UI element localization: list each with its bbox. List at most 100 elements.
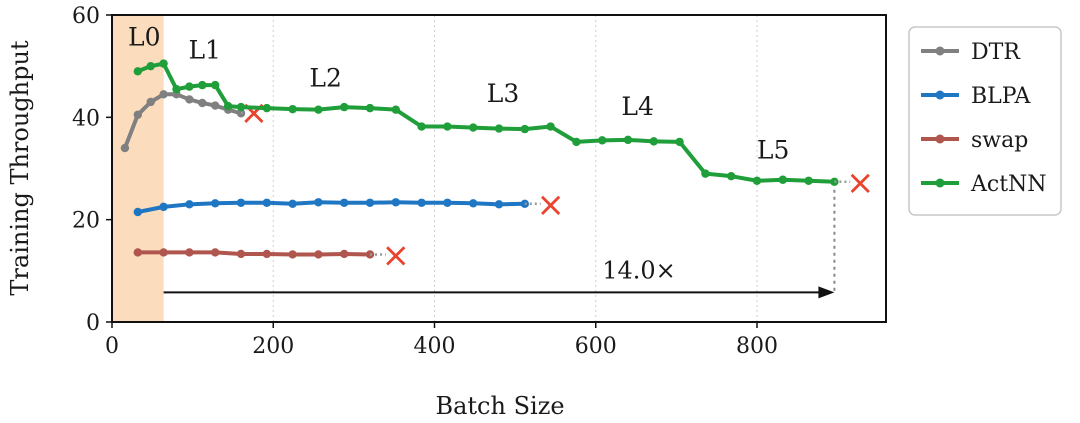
legend-marker-actnn	[935, 178, 945, 188]
dtr-line	[123, 92, 242, 149]
actnn-point	[572, 137, 581, 147]
blpa-point	[262, 198, 271, 207]
swap-point	[288, 250, 297, 259]
blpa-point	[288, 199, 297, 209]
dtr-oom-marker: ×	[240, 93, 269, 133]
blpa-point	[365, 198, 375, 207]
legend-marker-blpa	[935, 90, 945, 100]
dtr-point	[146, 97, 155, 107]
x-tick-label: 600	[575, 334, 617, 359]
actnn-point	[417, 122, 426, 131]
actnn-point	[133, 67, 142, 76]
blpa-point	[417, 198, 426, 207]
actnn-point	[391, 105, 400, 114]
region-label: L0	[128, 23, 161, 52]
x-tick-label: 800	[736, 334, 778, 359]
legend-label-swap: swap	[971, 128, 1028, 153]
blpa-point	[133, 207, 142, 217]
y-tick-label: 20	[72, 209, 100, 234]
dtr-point	[198, 98, 207, 108]
region-label: L5	[757, 135, 790, 164]
actnn-point	[236, 102, 246, 112]
blpa-point	[185, 200, 194, 209]
speedup-arrowhead	[818, 286, 835, 299]
dtr-point	[159, 90, 168, 99]
dtr-point	[133, 110, 142, 119]
blpa-point	[443, 198, 452, 207]
blpa-point	[494, 200, 504, 209]
region-label: L4	[621, 92, 654, 121]
blpa-oom-marker: ×	[536, 185, 565, 225]
swap-oom-marker: ×	[382, 235, 411, 275]
actnn-point	[804, 176, 813, 185]
actnn-point	[198, 80, 207, 90]
swap-point	[211, 248, 220, 257]
actnn-point	[546, 122, 555, 131]
actnn-point	[778, 175, 787, 184]
actnn-point	[443, 122, 452, 131]
actnn-point	[288, 104, 297, 114]
actnn-point	[340, 102, 349, 112]
legend: DTR BLPA swap ActNN	[908, 26, 1062, 216]
blpa-point	[159, 202, 168, 212]
actnn-oom-marker: ×	[846, 163, 875, 203]
actnn-point	[159, 59, 168, 68]
y-tick-label: 40	[72, 106, 100, 131]
highlight-region	[112, 15, 164, 322]
actnn-point	[598, 136, 607, 145]
y-tick-label: 0	[86, 311, 100, 336]
actnn-point	[469, 123, 478, 132]
swap-point	[185, 248, 194, 257]
actnn-point	[211, 80, 220, 90]
legend-label-blpa: BLPA	[971, 84, 1032, 109]
swap-point	[159, 248, 168, 257]
legend-marker-dtr	[935, 46, 945, 56]
actnn-point	[675, 137, 684, 147]
swap-point	[340, 249, 349, 259]
swap-point	[262, 249, 271, 259]
actnn-point	[727, 171, 736, 181]
region-label: L3	[487, 79, 520, 108]
actnn-point	[146, 61, 155, 71]
blpa-point	[211, 199, 220, 208]
x-tick-label: 0	[105, 334, 119, 359]
x-tick-label: 200	[252, 334, 294, 359]
actnn-point	[172, 84, 181, 94]
swap-line	[137, 250, 371, 257]
actnn-point	[701, 169, 710, 178]
blpa-point	[469, 199, 478, 208]
plot-area: 0 200 400 600 800 0 20 40 60 × × × × L0 L1 L2 L3 L4 L5 14.0…	[72, 4, 887, 359]
blpa-point	[340, 198, 349, 207]
swap-point	[133, 248, 142, 257]
actnn-point	[314, 105, 323, 114]
actnn-point	[520, 124, 529, 134]
legend-marker-swap	[935, 134, 945, 144]
blpa-point	[236, 198, 246, 207]
actnn-point	[649, 137, 658, 146]
x-axis-label: Batch Size	[435, 392, 564, 420]
blpa-point	[314, 198, 323, 207]
dtr-point	[120, 143, 130, 153]
speedup-label: 14.0×	[602, 256, 676, 284]
actnn-point	[262, 103, 271, 113]
legend-label-actnn: ActNN	[970, 172, 1047, 197]
y-axis-label: Training Throughput	[6, 40, 34, 296]
region-label: L1	[188, 35, 221, 64]
dtr-point	[211, 101, 220, 110]
actnn-point	[365, 103, 375, 113]
legend-label-dtr: DTR	[971, 40, 1021, 65]
dtr-point	[236, 109, 246, 118]
actnn-point	[223, 101, 233, 111]
dtr-point	[185, 95, 194, 104]
x-tick-label: 400	[414, 334, 456, 359]
actnn-point	[494, 124, 504, 133]
swap-point	[314, 250, 323, 259]
dtr-oom-extension	[240, 111, 245, 115]
region-label: L2	[309, 64, 342, 93]
legend-box	[908, 26, 1062, 216]
axes-frame	[111, 14, 887, 323]
swap-point	[236, 249, 246, 259]
blpa-line	[137, 200, 525, 214]
blpa-point	[391, 198, 400, 207]
